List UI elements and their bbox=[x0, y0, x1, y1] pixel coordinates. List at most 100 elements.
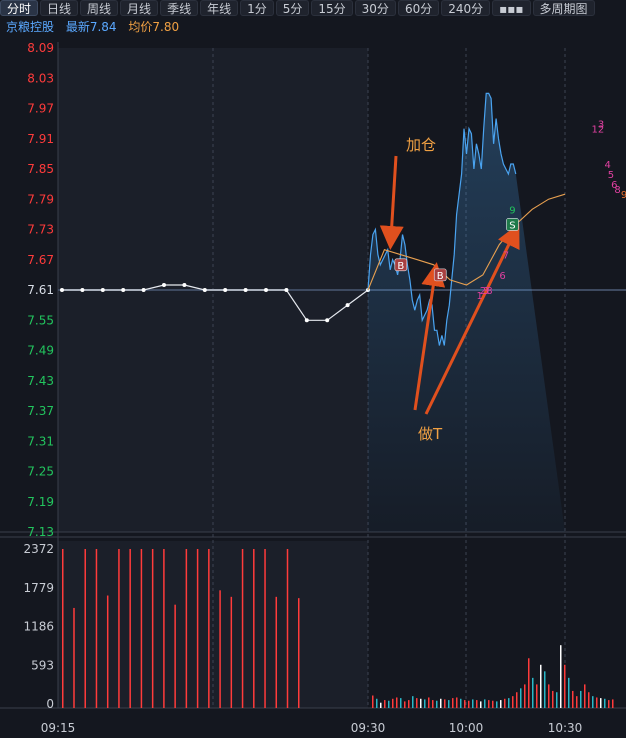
volume-bar bbox=[118, 549, 120, 708]
volume-bar bbox=[392, 698, 394, 708]
volume-bar bbox=[572, 690, 574, 708]
tab-10[interactable]: 60分 bbox=[397, 0, 440, 16]
volume-bar bbox=[592, 696, 594, 708]
pre-market-dot bbox=[304, 318, 309, 323]
marker-b-badge bbox=[394, 258, 408, 272]
volume-bar bbox=[484, 699, 486, 708]
sequence-number: 1 bbox=[476, 291, 482, 302]
volume-bar bbox=[84, 549, 86, 708]
pre-market-dot bbox=[284, 288, 289, 292]
time-axis: 09:15 09:30 10:00 10:30 bbox=[41, 721, 583, 735]
time-tick-label: 10:30 bbox=[548, 721, 583, 735]
pre-market-dot bbox=[325, 318, 330, 323]
volume-bar bbox=[444, 699, 446, 708]
volume-bar bbox=[412, 696, 414, 708]
volume-bar bbox=[548, 684, 550, 708]
do-t-arrow-1 bbox=[413, 262, 446, 411]
volume-bar bbox=[95, 549, 98, 708]
volume-bar bbox=[476, 700, 478, 708]
sequence-number: 6 bbox=[499, 271, 505, 282]
volume-axis: 2372 1779 1186 593 0 bbox=[23, 542, 54, 711]
marker-label: B bbox=[397, 261, 404, 272]
volume-bar bbox=[264, 549, 266, 708]
price-tick-label: 7.31 bbox=[27, 434, 54, 448]
price-tick-label: 7.55 bbox=[27, 313, 54, 327]
tab-13[interactable]: 多周期图 bbox=[532, 0, 595, 16]
volume-bar bbox=[460, 698, 462, 708]
volume-bar bbox=[584, 684, 586, 708]
pre-market-dot bbox=[141, 288, 146, 292]
stock-name: 京粮控股 bbox=[6, 20, 55, 34]
intraday-chart[interactable]: 8.09 8.03 7.97 7.91 7.85 7.79 7.73 7.67 7.61 7.55… bbox=[0, 38, 626, 738]
volume-bar bbox=[174, 604, 176, 708]
volume-bar bbox=[612, 699, 614, 708]
tab-4[interactable]: 季线 bbox=[160, 0, 199, 16]
volume-bar bbox=[556, 692, 558, 708]
volume-bar bbox=[568, 677, 570, 708]
pre-market-dot bbox=[345, 303, 350, 308]
do-t-arrow-2 bbox=[424, 223, 520, 415]
sequence-number: 5 bbox=[608, 170, 614, 181]
pre-market-dot bbox=[162, 282, 166, 287]
volume-tick-label: 1779 bbox=[23, 581, 54, 595]
tab-1[interactable]: 日线 bbox=[40, 0, 79, 16]
volume-bar bbox=[253, 549, 255, 708]
sequence-number: 6 bbox=[611, 180, 617, 191]
add-position-label: 加仓 bbox=[406, 136, 436, 154]
tab-8[interactable]: 15分 bbox=[311, 0, 353, 16]
tab-6[interactable]: 1分 bbox=[240, 0, 274, 16]
volume-bar bbox=[600, 698, 602, 708]
tab-2[interactable]: 周线 bbox=[80, 0, 119, 16]
sequence-number: 8 bbox=[486, 286, 492, 297]
price-tick-label: 7.25 bbox=[27, 465, 54, 479]
volume-bar bbox=[488, 700, 490, 708]
pre-market-dot bbox=[100, 288, 105, 292]
period-tabs: 分时 日线 周线 月线 季线 年线 1分 5分 15分 30分 60分 240分 ▪▪▪ 多周期图 bbox=[0, 0, 626, 17]
volume-bar bbox=[416, 698, 418, 708]
tab-7[interactable]: 5分 bbox=[275, 0, 310, 16]
volume-tick-label: 0 bbox=[46, 697, 54, 711]
volume-bar bbox=[408, 700, 410, 708]
volume-bar bbox=[163, 549, 165, 708]
tab-0[interactable]: 分时 bbox=[0, 0, 39, 16]
sequence-number: 4 bbox=[604, 160, 610, 171]
volume-bar bbox=[185, 549, 188, 708]
volume-bar bbox=[436, 700, 438, 708]
volume-bar bbox=[424, 699, 426, 708]
price-tick-label: 7.97 bbox=[27, 102, 54, 116]
volume-bar bbox=[73, 607, 75, 708]
volume-bar bbox=[404, 701, 406, 708]
price-axis: 8.09 8.03 7.97 7.91 7.85 7.79 7.73 7.67 7.61 7.55… bbox=[27, 41, 54, 539]
volume-bar bbox=[528, 658, 530, 708]
price-tick-label: 7.43 bbox=[27, 374, 54, 388]
volume-bar bbox=[230, 596, 233, 708]
tab-9[interactable]: 30分 bbox=[354, 0, 396, 16]
tab-12[interactable]: ▪▪▪ bbox=[492, 0, 531, 16]
sequence-number: 9 bbox=[621, 190, 626, 201]
price-tick-label: 7.61 bbox=[27, 283, 54, 297]
sequence-number: 9 bbox=[509, 205, 515, 216]
do-t-label: 做T bbox=[418, 425, 443, 443]
pre-market-dot bbox=[80, 288, 85, 292]
volume-bar bbox=[536, 684, 538, 708]
marker-label: S bbox=[509, 220, 515, 231]
tab-5[interactable]: 年线 bbox=[200, 0, 239, 16]
pre-market-dot bbox=[243, 288, 248, 292]
price-tick-label: 7.13 bbox=[27, 525, 54, 539]
volume-bar bbox=[576, 696, 578, 708]
volume-bar bbox=[544, 671, 546, 708]
price-area-fill bbox=[368, 93, 565, 533]
volume-bar bbox=[464, 700, 466, 708]
average-price-line bbox=[367, 193, 566, 291]
pre-market-dot bbox=[60, 288, 64, 292]
tab-11[interactable]: 240分 bbox=[441, 0, 491, 16]
price-line bbox=[367, 92, 517, 346]
volume-bar bbox=[208, 549, 210, 708]
sequence-number: 12 bbox=[591, 125, 604, 136]
tab-3[interactable]: 月线 bbox=[120, 0, 159, 16]
volume-bar bbox=[472, 699, 474, 708]
volume-bar bbox=[440, 698, 442, 708]
volume-bar bbox=[520, 688, 522, 708]
volume-bar bbox=[516, 692, 518, 708]
